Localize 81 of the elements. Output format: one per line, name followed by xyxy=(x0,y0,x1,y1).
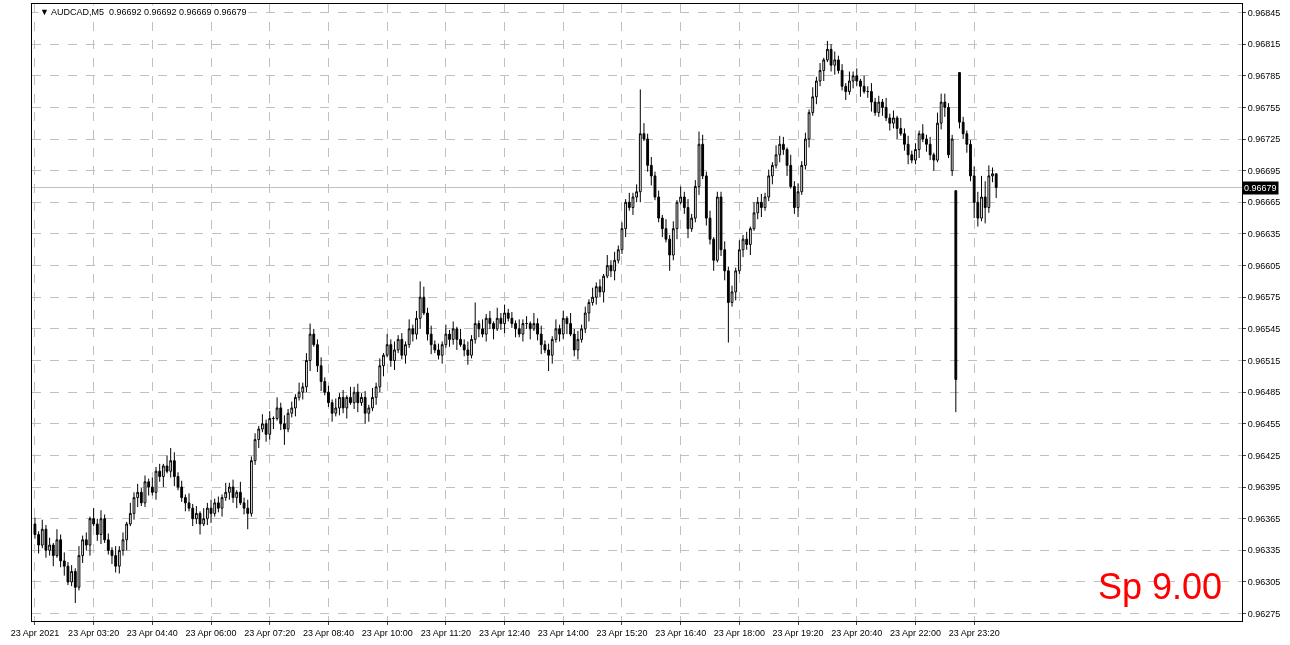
candlestick xyxy=(521,318,525,342)
x-tick-label: 23 Apr 07:20 xyxy=(244,627,296,638)
candlestick xyxy=(517,318,521,338)
x-tick-label: 23 Apr 20:40 xyxy=(831,627,883,638)
candlestick xyxy=(205,502,209,526)
candlestick xyxy=(525,315,528,330)
x-tick-label: 23 Apr 2021 xyxy=(10,627,60,638)
candlestick xyxy=(870,82,873,113)
x-tick-label: 23 Apr 16:40 xyxy=(655,627,707,638)
y-tick-label: 0.96425 xyxy=(1247,450,1281,461)
x-tick-label: 23 Apr 14:00 xyxy=(537,627,589,638)
y-tick-label: 0.96695 xyxy=(1247,165,1281,176)
y-tick-label: 0.96335 xyxy=(1247,545,1281,556)
x-tick-label: 23 Apr 06:00 xyxy=(185,627,237,638)
candlestick xyxy=(154,466,158,501)
candlestick xyxy=(44,524,48,559)
candlestick xyxy=(862,75,866,95)
candlestick xyxy=(198,510,202,536)
candlestick xyxy=(268,410,272,441)
candlestick xyxy=(172,451,176,487)
candlestick xyxy=(829,43,833,72)
y-tick-label: 0.96545 xyxy=(1247,324,1281,334)
y-tick-label: 0.96845 xyxy=(1247,7,1281,18)
y-tick-label: 0.96575 xyxy=(1247,292,1281,303)
y-tick-label: 0.96515 xyxy=(1247,355,1281,366)
x-tick-label: 23 Apr 03:20 xyxy=(68,627,120,638)
candlestick xyxy=(209,499,213,524)
candlestick xyxy=(99,509,103,545)
y-tick-label: 0.96395 xyxy=(1247,482,1281,493)
candlestick xyxy=(503,304,506,334)
y-tick-label: 0.96635 xyxy=(1247,229,1281,240)
candlestick xyxy=(363,390,367,425)
x-tick-label: 23 Apr 18:00 xyxy=(713,627,765,638)
y-tick-label: 0.96275 xyxy=(1247,608,1281,619)
x-tick-label: 23 Apr 08:40 xyxy=(302,627,354,638)
x-tick-label: 23 Apr 15:20 xyxy=(596,627,648,638)
y-tick-label: 0.96665 xyxy=(1247,197,1281,208)
y-tick-label: 0.96725 xyxy=(1247,134,1281,145)
x-tick-label: 23 Apr 11:20 xyxy=(420,627,472,638)
chart-title: ▼ AUDCAD,M5 0.96692 0.96692 0.96669 0.96679 xyxy=(40,7,247,17)
candlestick xyxy=(389,338,393,368)
candlestick xyxy=(216,496,220,513)
x-tick-label: 23 Apr 23:20 xyxy=(948,627,1000,638)
candlestick xyxy=(143,474,147,508)
candlestick xyxy=(881,98,884,117)
x-tick-label: 23 Apr 19:20 xyxy=(772,627,824,638)
candlestick xyxy=(231,479,235,504)
y-tick-label: 0.96455 xyxy=(1247,418,1281,429)
candlestick xyxy=(848,71,851,96)
x-tick-label: 23 Apr 10:00 xyxy=(361,627,413,638)
x-tick-label: 23 Apr 22:00 xyxy=(889,627,941,638)
candlestick xyxy=(352,386,356,410)
candlestick xyxy=(400,332,404,360)
candlestick xyxy=(638,88,642,203)
candlestick xyxy=(561,310,565,340)
candlestick xyxy=(451,320,455,346)
candlestick xyxy=(272,415,275,430)
candlestick xyxy=(759,193,763,218)
x-tick-label: 23 Apr 12:40 xyxy=(479,627,531,638)
y-tick-label: 0.96785 xyxy=(1247,70,1281,81)
candlestick xyxy=(484,313,488,342)
candlestick xyxy=(481,318,484,338)
candlestick xyxy=(877,95,881,118)
y-tick-label: 0.96305 xyxy=(1247,577,1281,588)
y-tick-label: 0.96815 xyxy=(1247,39,1281,50)
y-tick-label: 0.96605 xyxy=(1247,260,1281,271)
candlestick xyxy=(565,315,569,335)
y-tick-label: 0.96365 xyxy=(1247,513,1281,524)
annotation: Sp 9.00 xyxy=(1098,566,1223,607)
candlestick xyxy=(338,392,341,416)
candlestick xyxy=(954,190,958,413)
candlestick xyxy=(895,115,899,140)
y-tick-label: 0.96755 xyxy=(1247,102,1281,113)
candlestick xyxy=(594,281,598,306)
candlestick xyxy=(227,482,231,501)
x-tick-label: 23 Apr 04:40 xyxy=(126,627,178,638)
candlestick xyxy=(114,545,118,573)
y-tick-label: 0.96485 xyxy=(1247,387,1281,398)
candlestick xyxy=(356,383,360,413)
candlestick xyxy=(437,343,440,360)
ref-line-label: 0.96679 xyxy=(1244,183,1277,193)
